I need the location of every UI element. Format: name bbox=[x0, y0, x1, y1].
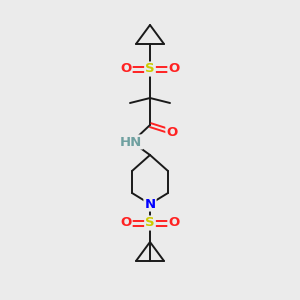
Text: O: O bbox=[168, 62, 180, 76]
Text: HN: HN bbox=[120, 136, 142, 148]
Text: O: O bbox=[168, 217, 180, 230]
Text: O: O bbox=[120, 62, 132, 76]
Text: S: S bbox=[145, 62, 155, 76]
Text: S: S bbox=[145, 217, 155, 230]
Text: O: O bbox=[120, 217, 132, 230]
Text: N: N bbox=[144, 197, 156, 211]
Text: O: O bbox=[167, 125, 178, 139]
